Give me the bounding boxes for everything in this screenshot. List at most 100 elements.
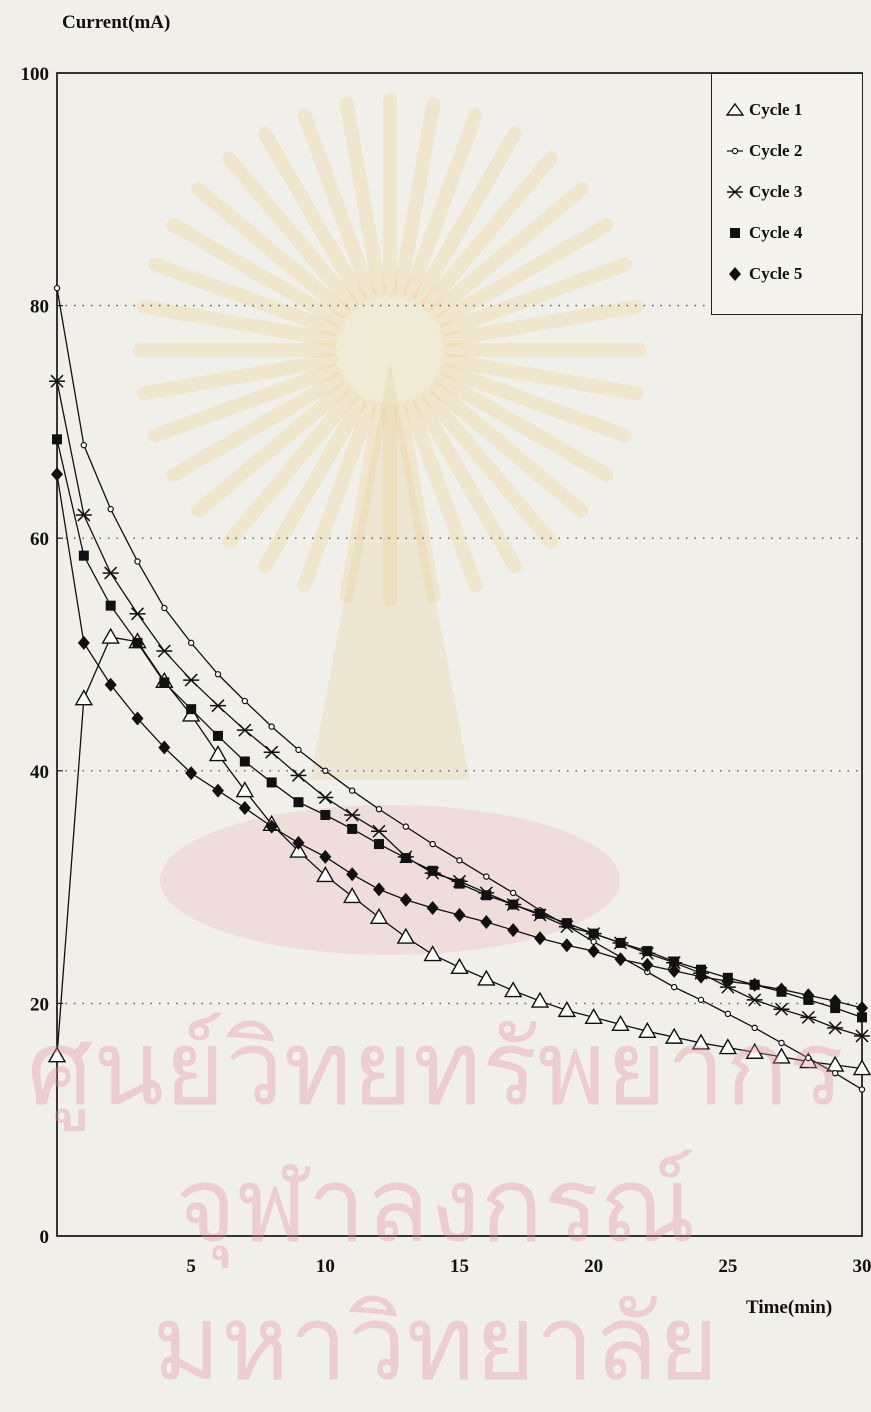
data-point-circle [296, 747, 301, 752]
data-point-triangle [532, 993, 548, 1007]
data-point-circle [698, 997, 703, 1002]
data-point-circle [108, 507, 113, 512]
data-point-triangle [237, 783, 253, 797]
data-point-square [428, 866, 438, 876]
legend-item-cycle-5: Cycle 5 [712, 259, 862, 289]
data-point-circle [403, 824, 408, 829]
data-point-circle [162, 605, 167, 610]
legend-label: Cycle 5 [749, 264, 802, 284]
data-point-triangle [478, 971, 494, 985]
x-tick-label: 5 [186, 1256, 196, 1277]
legend-marker-square [724, 225, 746, 241]
y-tick-label: 20 [30, 994, 49, 1015]
data-point-square [294, 797, 304, 807]
data-point-diamond [212, 784, 224, 798]
data-point-square [481, 890, 491, 900]
data-point-asterisk [827, 1022, 843, 1034]
data-point-circle [806, 1055, 811, 1060]
data-point-square [535, 909, 545, 919]
data-point-circle [242, 698, 247, 703]
data-point-circle [215, 672, 220, 677]
data-point-circle [725, 1011, 730, 1016]
data-point-circle [859, 1087, 864, 1092]
data-point-asterisk [774, 1003, 790, 1015]
data-point-square [642, 946, 652, 956]
legend-marker-diamond [724, 266, 746, 282]
legend-marker-circle [724, 143, 746, 159]
data-point-asterisk [800, 1011, 816, 1023]
data-point-square [106, 601, 116, 611]
data-point-square [508, 900, 518, 910]
x-tick-label: 30 [853, 1256, 871, 1277]
data-point-triangle [559, 1002, 575, 1016]
data-point-square [133, 638, 143, 648]
watermark-emblem [140, 100, 640, 955]
y-tick-label: 80 [30, 297, 49, 318]
data-point-square [240, 756, 250, 766]
legend-label: Cycle 2 [749, 141, 802, 161]
data-point-square [589, 929, 599, 939]
legend-item-cycle-4: Cycle 4 [712, 218, 862, 248]
data-point-circle [752, 1025, 757, 1030]
data-point-triangle [76, 691, 92, 705]
data-point-triangle [103, 629, 119, 643]
legend-label: Cycle 1 [749, 100, 802, 120]
data-point-square [159, 677, 169, 687]
legend-marker-asterisk [724, 184, 746, 200]
y-tick-label: 0 [40, 1227, 50, 1248]
data-point-square [213, 731, 223, 741]
data-point-circle [323, 768, 328, 773]
data-point-diamond [78, 636, 90, 650]
data-point-circle [350, 788, 355, 793]
data-point-circle [189, 640, 194, 645]
watermark-cushion [160, 805, 620, 955]
data-point-circle [591, 939, 596, 944]
data-point-asterisk [183, 674, 199, 686]
legend-label: Cycle 3 [749, 182, 802, 202]
data-point-circle [135, 559, 140, 564]
x-tick-label: 10 [316, 1256, 335, 1277]
data-point-triangle [49, 1048, 65, 1062]
y-tick-label: 60 [30, 529, 49, 550]
y-tick-label: 100 [21, 64, 50, 85]
data-point-circle [430, 841, 435, 846]
data-point-circle [779, 1040, 784, 1045]
data-point-diamond [239, 801, 251, 815]
x-tick-label: 15 [450, 1256, 469, 1277]
data-point-asterisk [210, 700, 226, 712]
data-point-triangle [210, 747, 226, 761]
data-point-square [374, 839, 384, 849]
data-point-square [562, 918, 572, 928]
y-axis-label: Current(mA) [62, 12, 170, 34]
data-point-square [320, 810, 330, 820]
data-point-square [455, 879, 465, 889]
legend: Cycle 1 Cycle 2 Cycle 3 Cycle 4 Cycle 5 [711, 73, 863, 315]
data-point-square [616, 938, 626, 948]
data-point-asterisk [130, 608, 146, 620]
data-point-diamond [561, 938, 573, 952]
x-axis-label: Time(min) [746, 1297, 832, 1319]
y-tick-label: 40 [30, 762, 49, 783]
x-tick-label: 20 [584, 1256, 603, 1277]
data-point-diamond [588, 944, 600, 958]
legend-item-cycle-3: Cycle 3 [712, 177, 862, 207]
data-point-square [267, 777, 277, 787]
data-point-circle [672, 985, 677, 990]
data-point-circle [511, 890, 516, 895]
x-tick-label: 25 [718, 1256, 737, 1277]
data-point-circle [833, 1071, 838, 1076]
data-point-circle [269, 724, 274, 729]
data-point-square [52, 434, 62, 444]
data-point-square [79, 551, 89, 561]
data-point-triangle [505, 983, 521, 997]
data-point-circle [376, 807, 381, 812]
data-point-asterisk [103, 567, 119, 579]
data-point-triangle [452, 959, 468, 973]
data-point-asterisk [156, 645, 172, 657]
legend-item-cycle-1: Cycle 1 [712, 95, 862, 125]
data-point-diamond [51, 467, 63, 481]
data-point-square [186, 704, 196, 714]
legend-label: Cycle 4 [749, 223, 802, 243]
data-point-square [401, 853, 411, 863]
legend-marker-triangle [724, 102, 746, 118]
